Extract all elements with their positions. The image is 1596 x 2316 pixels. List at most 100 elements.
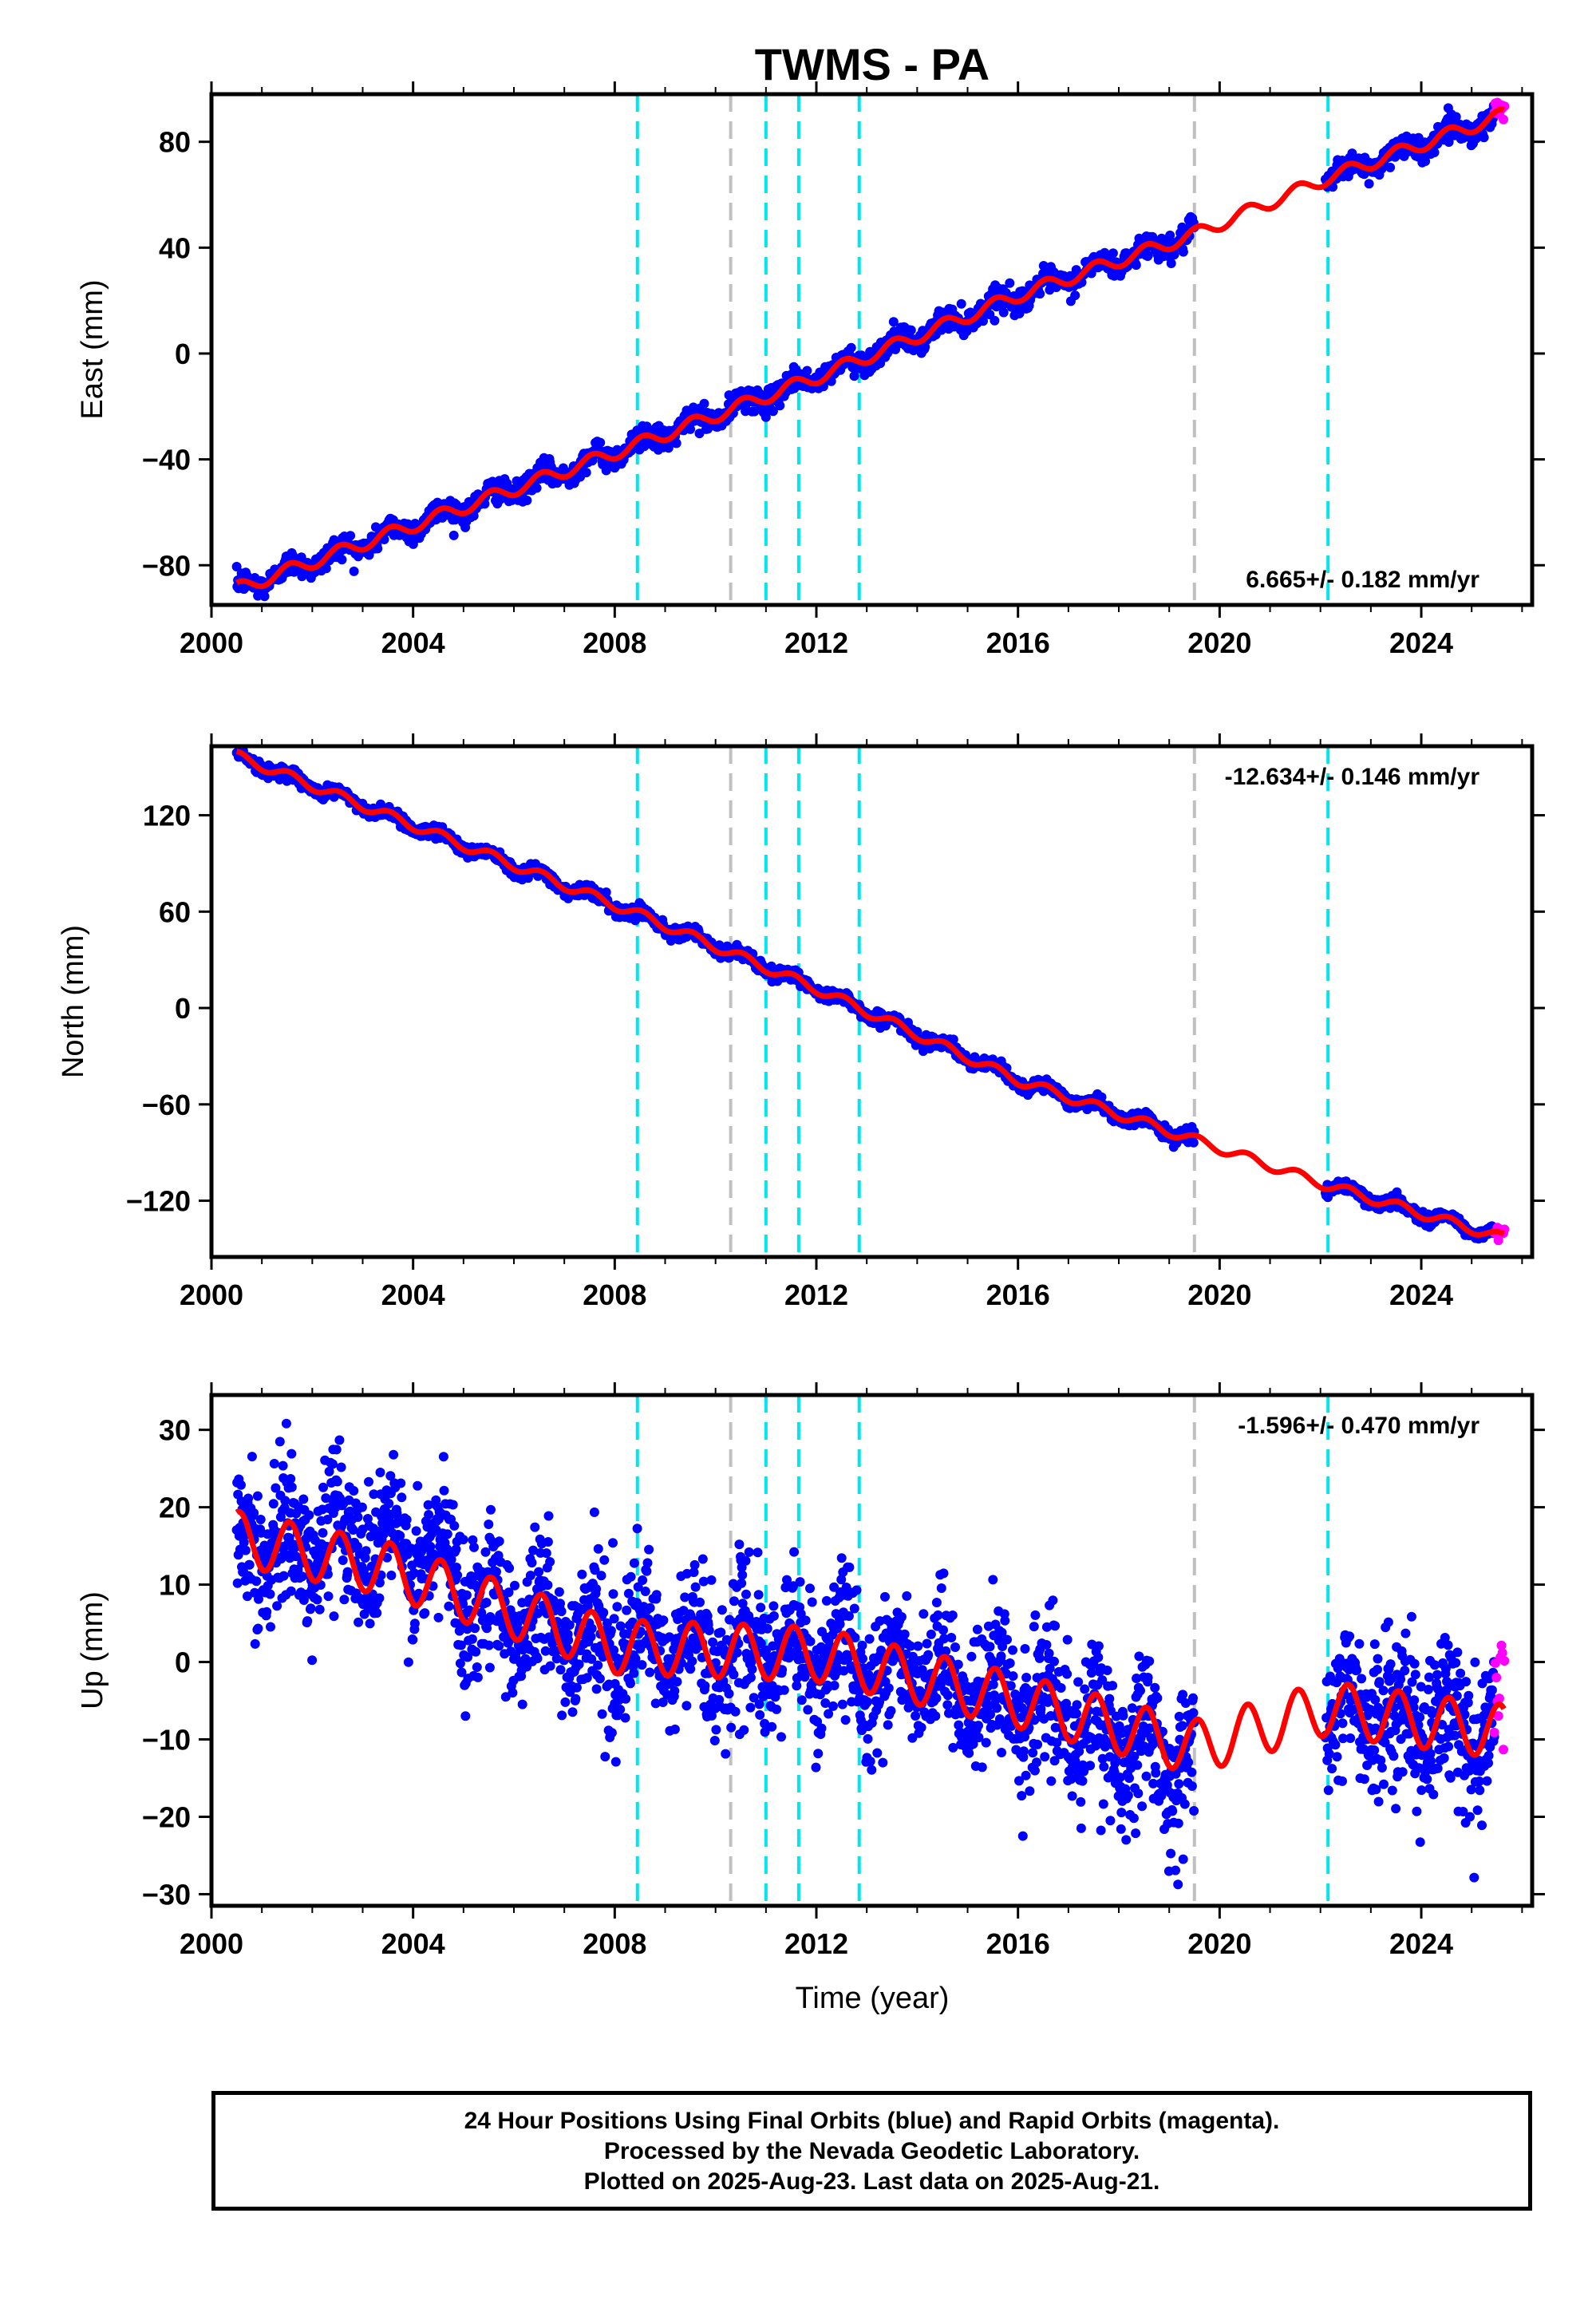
- data-point: [554, 1587, 564, 1597]
- data-point: [525, 1571, 535, 1581]
- data-point: [278, 1460, 288, 1471]
- data-point: [609, 1645, 619, 1655]
- data-point: [323, 1591, 334, 1602]
- data-point: [533, 1608, 543, 1618]
- data-point: [593, 1543, 603, 1554]
- data-point: [600, 1752, 610, 1762]
- y-tick-label: 0: [175, 992, 191, 1025]
- x-tick-label: 2004: [381, 1279, 445, 1311]
- data-point: [587, 1654, 597, 1664]
- data-point: [372, 1608, 382, 1618]
- up-panel: 2000 2004 2008 2012 2016 2020 2024−30−20−10010…: [76, 1382, 1545, 1960]
- data-point: [642, 1566, 652, 1576]
- model-curve: [235, 106, 1505, 590]
- data-point: [318, 1482, 328, 1492]
- x-tick-label: 2020: [1187, 626, 1251, 659]
- data-point: [540, 1646, 551, 1656]
- data-point: [620, 1713, 630, 1723]
- data-point: [637, 1660, 647, 1670]
- data-point: [567, 1707, 578, 1717]
- data-point: [591, 1684, 602, 1694]
- data-point: [365, 1531, 376, 1542]
- y-tick-label: 120: [143, 800, 191, 832]
- data-point: [342, 1567, 353, 1577]
- data-point: [470, 1623, 480, 1634]
- data-point: [557, 1710, 567, 1721]
- data-point: [494, 1536, 504, 1547]
- data-point: [541, 1548, 551, 1559]
- rate-label: -12.634+/- 0.146 mm/yr: [1225, 764, 1480, 790]
- data-point: [467, 1634, 477, 1644]
- data-point: [236, 1480, 246, 1490]
- y-tick-label: −120: [126, 1185, 191, 1218]
- data-point: [528, 1545, 539, 1555]
- data-point: [543, 1580, 553, 1591]
- chart-title: TWMS - PA: [755, 39, 990, 89]
- data-point: [508, 1688, 518, 1697]
- data-point: [353, 1512, 363, 1522]
- data-point: [581, 468, 591, 478]
- data-point: [534, 1567, 544, 1577]
- data-point: [458, 1535, 468, 1545]
- final-orbit-points: [231, 1418, 1499, 1890]
- data-point: [586, 1631, 596, 1642]
- data-point: [322, 1569, 333, 1579]
- data-point: [349, 566, 359, 576]
- data-point: [517, 1699, 527, 1709]
- y-axis-label: North (mm): [57, 925, 90, 1078]
- x-tick-label: 2012: [784, 1279, 848, 1311]
- data-point: [504, 1563, 515, 1573]
- data-point: [433, 1612, 444, 1622]
- data-point: [472, 1662, 482, 1672]
- data-point: [251, 1576, 262, 1587]
- data-point: [658, 1615, 669, 1626]
- data-point: [1143, 250, 1153, 260]
- data-point: [318, 1528, 328, 1538]
- data-point: [532, 1654, 543, 1664]
- data-point: [353, 1541, 362, 1551]
- data-point: [468, 1535, 478, 1545]
- data-point: [346, 531, 356, 541]
- data-point: [545, 1557, 555, 1567]
- data-point: [452, 1563, 461, 1572]
- data-point: [357, 1502, 367, 1512]
- data-point: [481, 1598, 492, 1607]
- data-point: [322, 1515, 333, 1524]
- data-point: [504, 1587, 514, 1598]
- data-point: [361, 1546, 371, 1556]
- data-point: [249, 1508, 259, 1518]
- data-point: [240, 1545, 251, 1555]
- data-point: [297, 1571, 307, 1582]
- data-point: [1166, 259, 1176, 268]
- data-point: [595, 1674, 605, 1684]
- data-point: [606, 1728, 617, 1738]
- data-point: [629, 1668, 639, 1678]
- data-point: [582, 1673, 592, 1683]
- data-point: [591, 1584, 602, 1594]
- data-point: [331, 1445, 342, 1455]
- data-point: [602, 1618, 612, 1628]
- data-point: [375, 1468, 385, 1477]
- data-point: [336, 1462, 346, 1472]
- data-point: [597, 1709, 607, 1719]
- east-panel: 2000 2004 2008 2012 2016 2020 2024−80−4004080E…: [76, 81, 1545, 659]
- data-point: [802, 366, 812, 376]
- data-point: [408, 1634, 418, 1645]
- x-tick-label: 2000: [180, 1279, 243, 1311]
- data-point: [595, 437, 606, 448]
- data-point: [1070, 290, 1080, 301]
- data-point: [411, 1526, 421, 1536]
- data-point: [365, 1618, 375, 1629]
- data-point: [472, 1672, 483, 1682]
- data-point: [452, 1570, 463, 1580]
- data-point: [269, 1459, 279, 1468]
- data-point: [622, 1605, 632, 1615]
- data-point: [396, 1478, 406, 1488]
- data-point: [349, 1486, 359, 1496]
- data-point: [956, 298, 966, 309]
- data-point: [439, 1485, 449, 1496]
- x-tick-label: 2004: [381, 626, 445, 659]
- data-point: [455, 1658, 465, 1669]
- data-point: [587, 1623, 597, 1634]
- data-point: [374, 1593, 385, 1603]
